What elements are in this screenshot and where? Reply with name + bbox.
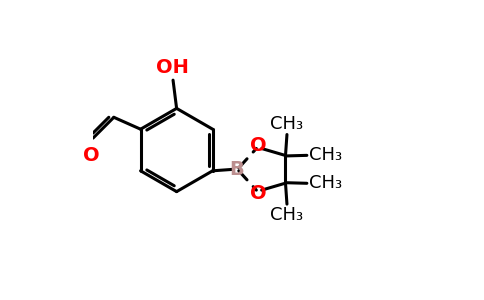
Text: B: B: [229, 160, 244, 179]
Text: O: O: [250, 184, 267, 202]
Text: CH₃: CH₃: [309, 174, 342, 192]
Text: OH: OH: [156, 58, 189, 77]
Text: CH₃: CH₃: [271, 206, 303, 224]
Text: CH₃: CH₃: [271, 115, 303, 133]
Text: CH₃: CH₃: [309, 146, 342, 164]
Text: O: O: [83, 146, 100, 164]
Text: O: O: [250, 136, 267, 155]
